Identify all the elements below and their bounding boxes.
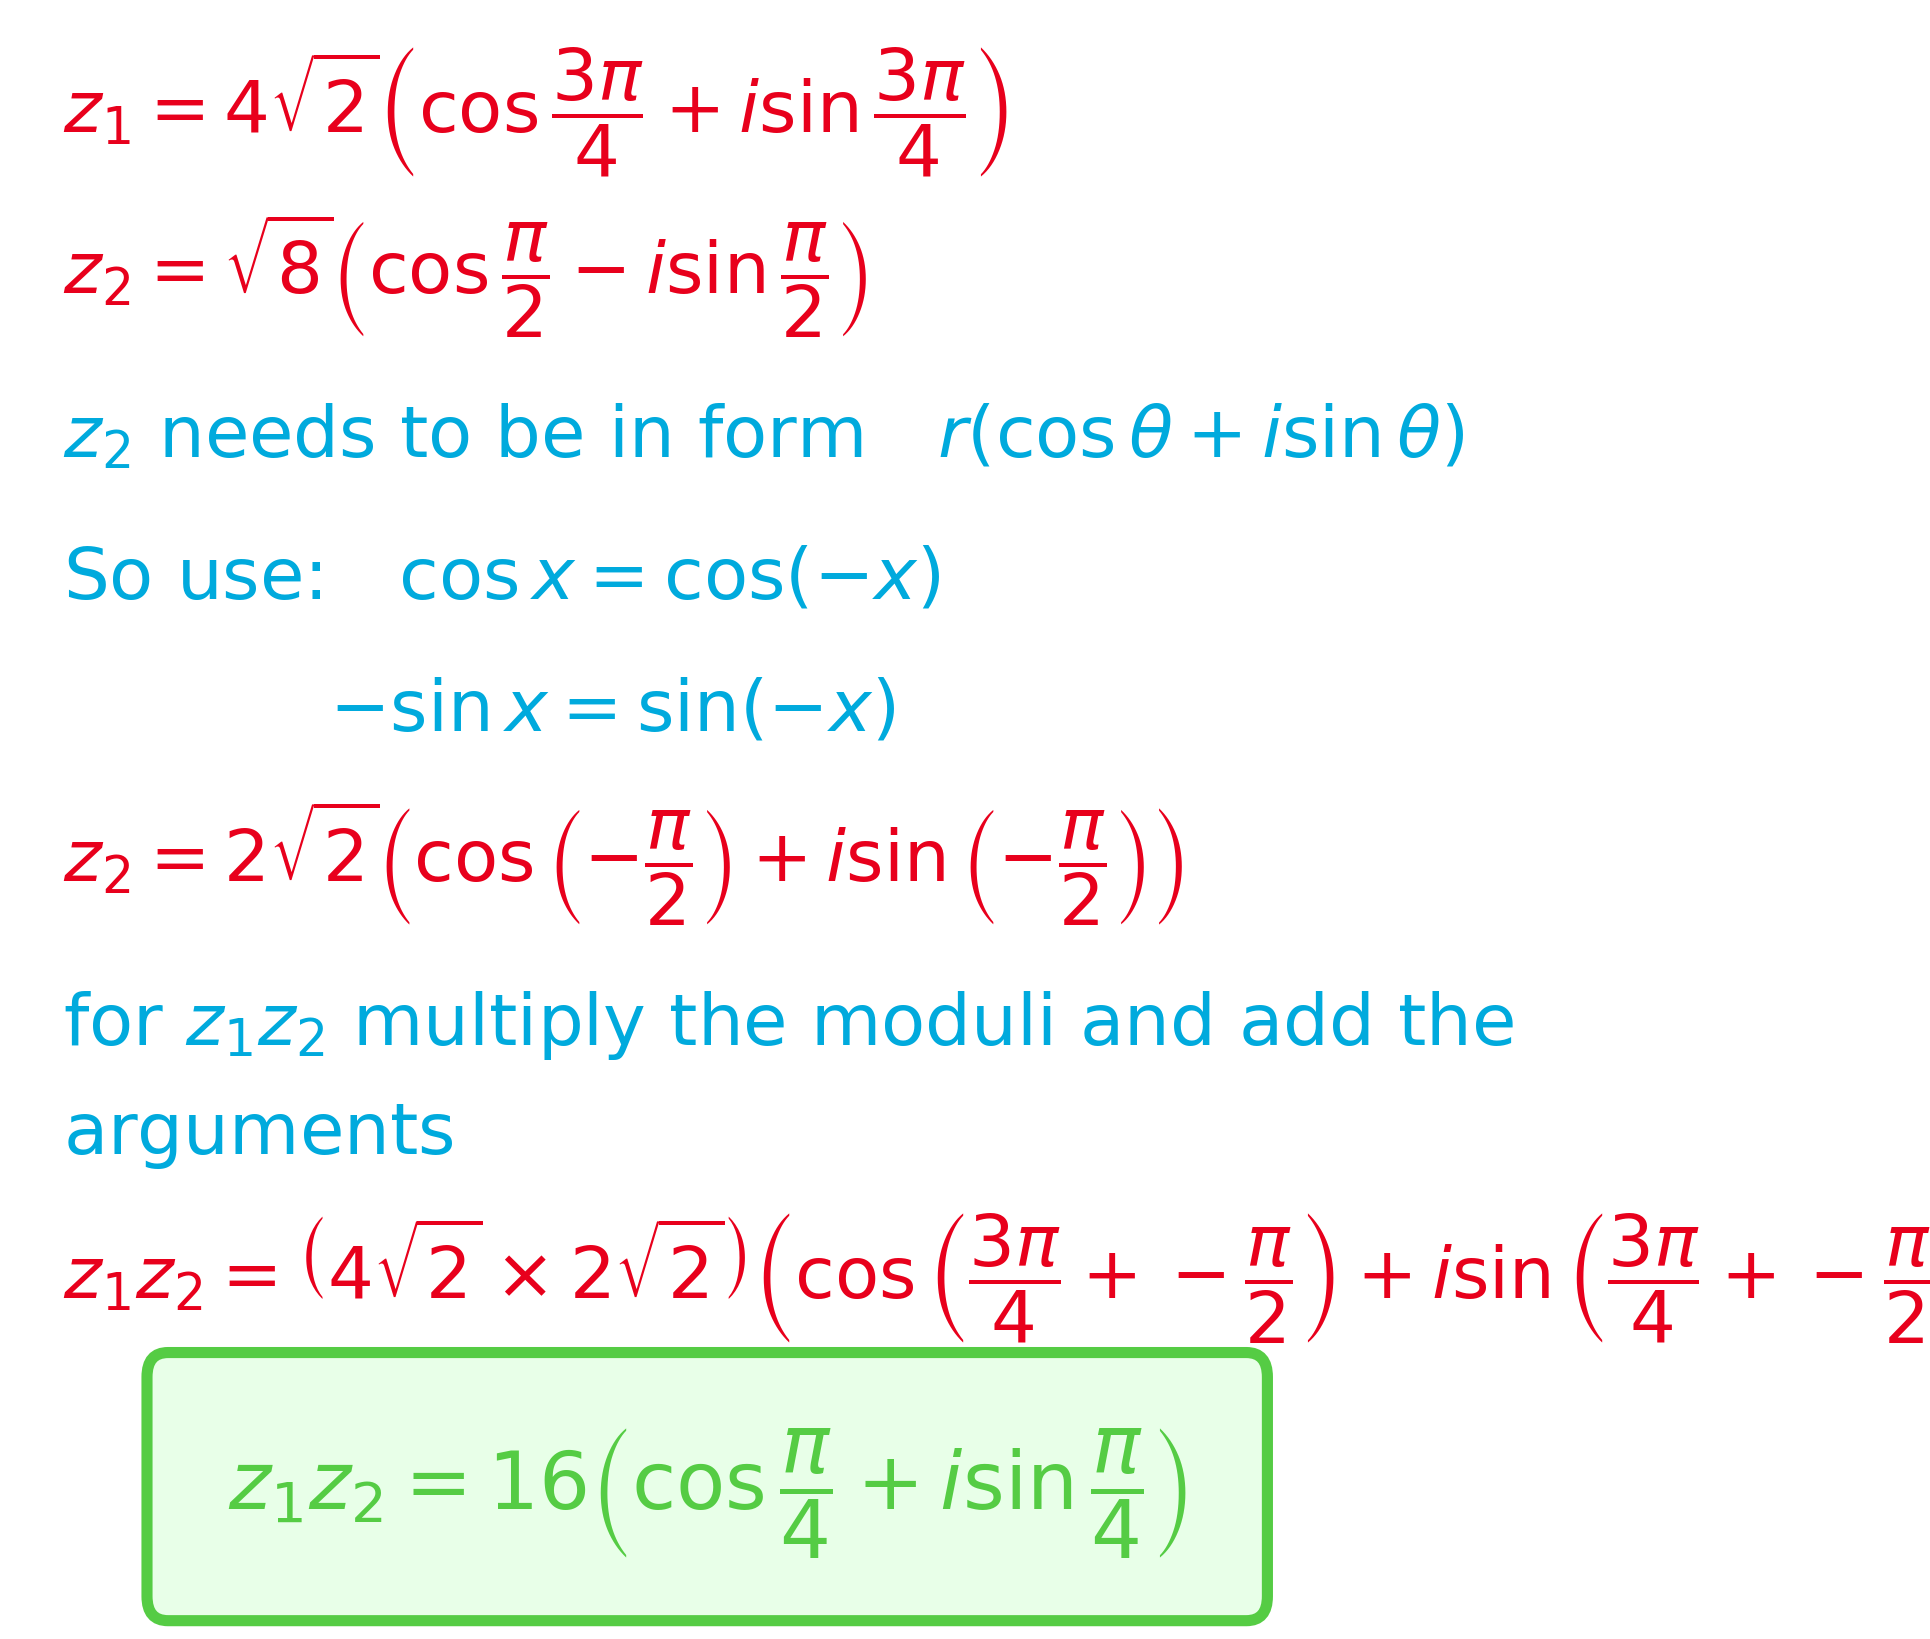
- Text: $-\sin x = \sin(-x)$: $-\sin x = \sin(-x)$: [328, 677, 896, 746]
- Text: $z_1 = 4\sqrt{2}\left(\cos\dfrac{3\pi}{4} + i\sin\dfrac{3\pi}{4}\right)$: $z_1 = 4\sqrt{2}\left(\cos\dfrac{3\pi}{4…: [64, 46, 1007, 179]
- Text: $z_1 z_2 = \left(4\sqrt{2} \times 2\sqrt{2}\right)\left(\cos\left(\dfrac{3\pi}{4: $z_1 z_2 = \left(4\sqrt{2} \times 2\sqrt…: [64, 1211, 1930, 1344]
- Text: $z_1 z_2 = 16\left(\cos\dfrac{\pi}{4} + i\sin\dfrac{\pi}{4}\right)$: $z_1 z_2 = 16\left(\cos\dfrac{\pi}{4} + …: [228, 1428, 1187, 1560]
- Text: $z_2 = 2\sqrt{2}\left(\cos\left(-\dfrac{\pi}{2}\right) + i\sin\left(-\dfrac{\pi}: $z_2 = 2\sqrt{2}\left(\cos\left(-\dfrac{…: [64, 798, 1183, 928]
- Text: $z_2 = \sqrt{8}\left(\cos\dfrac{\pi}{2} - i\sin\dfrac{\pi}{2}\right)$: $z_2 = \sqrt{8}\left(\cos\dfrac{\pi}{2} …: [64, 211, 867, 339]
- Text: $\text{So use:} \quad \cos x = \cos(-x)$: $\text{So use:} \quad \cos x = \cos(-x)$: [64, 544, 940, 613]
- FancyBboxPatch shape: [147, 1352, 1266, 1621]
- Text: $\text{for } z_1 z_2 \text{ multiply the moduli and add the}$: $\text{for } z_1 z_2 \text{ multiply the…: [64, 990, 1513, 1062]
- Text: $\text{arguments}$: $\text{arguments}$: [64, 1101, 454, 1170]
- Text: $z_2 \text{ needs to be in form} \quad r(\cos\theta + i\sin\theta)$: $z_2 \text{ needs to be in form} \quad r…: [64, 403, 1463, 472]
